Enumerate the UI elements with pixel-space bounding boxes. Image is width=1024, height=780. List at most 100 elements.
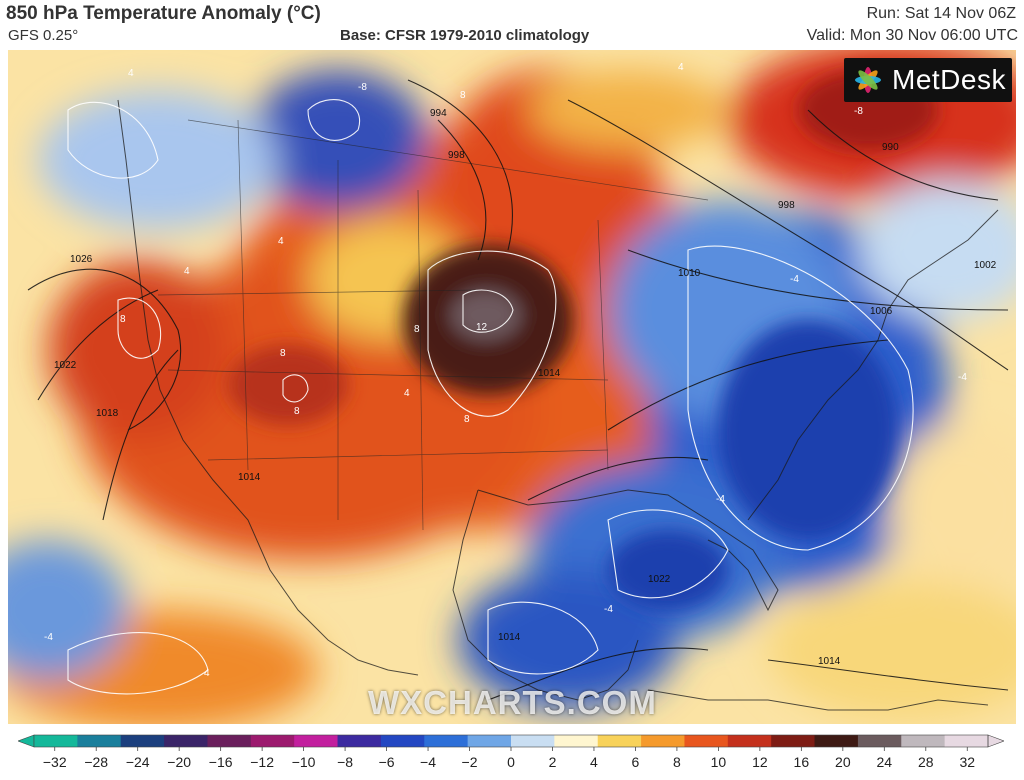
isotherm-label: 8 — [120, 314, 126, 325]
color-scale-swatch — [597, 735, 642, 747]
anomaly-map: 1026 1022 1018 1014 1014 1002 994 998 99… — [8, 50, 1016, 724]
chart-header: 850 hPa Temperature Anomaly (°C) GFS 0.2… — [0, 0, 1024, 50]
color-scale-tick-label: 8 — [673, 754, 681, 770]
color-scale-swatch — [814, 735, 859, 747]
isobar-label: 994 — [430, 108, 447, 119]
color-scale-tick-label: 24 — [877, 754, 893, 770]
isobar-label: 1014 — [238, 472, 261, 483]
metdesk-logo: MetDesk — [844, 58, 1012, 102]
valid-time-label: Valid: Mon 30 Nov 06:00 UTC — [806, 27, 1018, 44]
color-scale-right-arrow — [987, 734, 1005, 748]
color-scale-swatch — [511, 735, 555, 747]
anomaly-map-canvas: 1026 1022 1018 1014 1014 1002 994 998 99… — [8, 50, 1016, 724]
isobar-label: 1014 — [818, 656, 841, 667]
color-scale-tick-label: −24 — [126, 754, 150, 770]
color-scale-swatch — [120, 735, 165, 747]
model-label: GFS 0.25° — [8, 27, 79, 44]
color-scale-swatch — [944, 735, 989, 747]
isobar-label: 998 — [448, 150, 465, 161]
isotherm-label: 4 — [128, 68, 134, 79]
run-time-label: Run: Sat 14 Nov 06Z — [866, 5, 1016, 22]
isotherm-label: 8 — [280, 348, 286, 359]
color-scale-swatch — [771, 735, 816, 747]
isotherm-label: 4 — [184, 266, 190, 277]
isobar-label-layer: 1026 1022 1018 1014 1014 1002 994 998 99… — [54, 108, 997, 667]
color-scale-tick-label: 0 — [507, 754, 515, 770]
color-scale-tick-label: 2 — [549, 754, 557, 770]
color-scale-swatch — [337, 735, 382, 747]
isotherm-contours — [67, 99, 914, 695]
isotherm-label: 12 — [476, 322, 488, 333]
color-scale-swatch — [424, 735, 469, 747]
isobar-label: 1022 — [54, 360, 77, 371]
isotherm-label: -4 — [790, 274, 799, 285]
isobars — [27, 79, 1009, 701]
isobar-label: 1026 — [70, 254, 93, 265]
color-scale-swatch — [857, 735, 902, 747]
color-scale-tick-label: −16 — [209, 754, 233, 770]
isotherm-label: -8 — [854, 106, 863, 117]
isotherm-label: 4 — [404, 388, 410, 399]
isotherm-label: 4 — [678, 62, 684, 73]
color-scale-tick-label: −6 — [379, 754, 395, 770]
color-scale-swatch — [77, 735, 122, 747]
chart-title: 850 hPa Temperature Anomaly (°C) — [6, 3, 321, 24]
color-scale-swatch — [901, 735, 946, 747]
isotherm-label: 4 — [278, 236, 284, 247]
color-scale-tick-label: 32 — [959, 754, 975, 770]
color-scale-swatch — [380, 735, 425, 747]
color-scale-tick-label: −2 — [462, 754, 478, 770]
color-scale-tick-label: 28 — [918, 754, 934, 770]
color-scale-tick-label: 6 — [632, 754, 640, 770]
state-borders — [157, 119, 709, 531]
isotherm-label: 8 — [414, 324, 420, 335]
isobar-label: 1018 — [96, 408, 119, 419]
isobar-label: 998 — [778, 200, 795, 211]
isotherm-label: -4 — [958, 372, 967, 383]
color-scale-swatch — [641, 735, 685, 747]
isotherm-label: -4 — [44, 632, 53, 643]
color-scale-swatch — [727, 735, 772, 747]
color-scale-swatch — [250, 735, 295, 747]
isobar-label: 1006 — [870, 306, 893, 317]
color-scale-tick-label: −28 — [84, 754, 108, 770]
color-scale-tick-label: −12 — [250, 754, 274, 770]
color-scale-tick-label: 12 — [752, 754, 768, 770]
metdesk-logo-text: MetDesk — [892, 64, 1006, 95]
metdesk-logo-icon — [855, 67, 881, 93]
isotherm-label-layer: 4 4 8 8 8 12 8 8 4 4 4 -4 -4 -4 -8 -8 -4… — [44, 62, 967, 679]
color-scale-swatch — [294, 735, 339, 747]
isobar-label: 990 — [882, 142, 899, 153]
color-scale-tick-label: 10 — [711, 754, 727, 770]
color-scale-swatch — [684, 735, 729, 747]
color-scale-tick-label: −4 — [420, 754, 436, 770]
isotherm-label: 8 — [460, 90, 466, 101]
climatology-base-label: Base: CFSR 1979-2010 climatology — [340, 27, 590, 44]
isobar-label: 1002 — [974, 260, 997, 271]
color-scale-swatch — [467, 735, 512, 747]
isotherm-label: 8 — [464, 414, 470, 425]
isobar-label: 1014 — [498, 632, 521, 643]
color-scale-tick-label: −20 — [167, 754, 191, 770]
color-scale-bar: −32 −28 −24 −20 −16 −12 −10 −8 −6 −4 −2 0 2 4 6 8 10 12 16… — [17, 733, 1005, 775]
color-scale-swatch — [34, 735, 78, 747]
color-scale-left-arrow — [17, 734, 35, 748]
isobar-label: 1014 — [538, 368, 561, 379]
isotherm-label: 8 — [294, 406, 300, 417]
color-scale-tick-label: −8 — [337, 754, 353, 770]
coastlines — [117, 99, 999, 711]
isotherm-label: -4 — [716, 494, 725, 505]
isobar-label: 1010 — [678, 268, 701, 279]
isotherm-label: -4 — [604, 604, 613, 615]
isotherm-label: -8 — [358, 82, 367, 93]
color-scale-swatch — [207, 735, 252, 747]
color-scale-tick-label: 16 — [794, 754, 810, 770]
color-scale-tick-label: 4 — [590, 754, 598, 770]
color-scale-tick-label: 20 — [835, 754, 851, 770]
color-scale-canvas: −32 −28 −24 −20 −16 −12 −10 −8 −6 −4 −2 0 2 4 6 8 10 12 16… — [17, 734, 1005, 770]
wxcharts-watermark: WXCHARTS.COM — [368, 684, 657, 721]
color-scale-tick-label: −10 — [292, 754, 316, 770]
color-scale-swatch — [554, 735, 599, 747]
color-scale-swatch — [164, 735, 208, 747]
isotherm-label: 4 — [204, 668, 210, 679]
